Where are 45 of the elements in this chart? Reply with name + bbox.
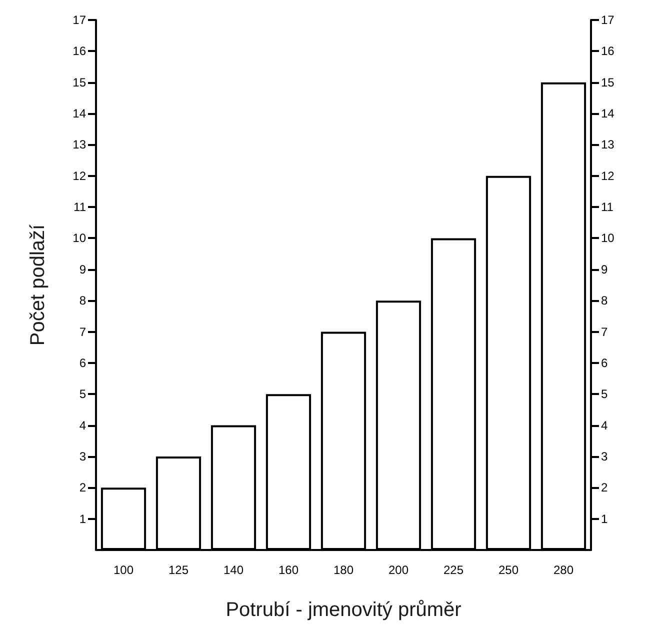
y2-tick-label: 12 [601, 168, 615, 183]
y2-tick-label: 4 [601, 418, 608, 432]
y-tick-label: 3 [79, 449, 86, 464]
y2-tick-label: 17 [601, 13, 615, 27]
x-axis-title: Potrubí - jmenovitý průměr [226, 599, 462, 621]
y2-tick-label: 11 [601, 200, 614, 214]
y2-tick-label: 2 [601, 480, 608, 495]
y2-tick-label: 1 [601, 512, 608, 526]
x-tick-label: 225 [443, 563, 464, 577]
y-tick-label: 12 [72, 168, 86, 183]
x-tick-label: 125 [168, 563, 189, 577]
x-tick-label: 250 [498, 563, 519, 577]
y2-tick-label: 10 [601, 231, 615, 246]
y2-tick-label: 9 [601, 262, 608, 276]
y2-tick-label: 14 [601, 106, 615, 121]
y-axis-title: Počet podlaží [27, 224, 49, 346]
y2-tick-label: 8 [601, 294, 608, 308]
y-tick-label: 5 [79, 387, 86, 402]
x-tick-label: 140 [223, 563, 244, 577]
y-tick-label: 6 [79, 356, 86, 370]
x-tick-label: 200 [388, 563, 409, 577]
x-tick-label: 280 [553, 563, 574, 577]
y-tick-label: 17 [72, 13, 86, 27]
y2-tick-label: 7 [601, 324, 608, 339]
y-tick-label: 1 [79, 512, 86, 526]
y-tick-label: 11 [74, 200, 86, 214]
x-tick-label: 160 [278, 563, 299, 577]
y-tick-label: 16 [72, 44, 86, 58]
y-tick-label: 13 [72, 138, 86, 152]
y-tick-label: 15 [72, 75, 86, 90]
y2-tick-label: 6 [601, 356, 608, 370]
y-tick-label: 10 [72, 231, 86, 246]
y-tick-label: 9 [79, 262, 86, 276]
y-tick-label: 4 [79, 418, 86, 432]
y2-tick-label: 5 [601, 387, 608, 402]
y-tick-label: 7 [79, 324, 86, 339]
x-tick-label: 180 [333, 563, 354, 577]
y2-tick-label: 15 [601, 75, 615, 90]
y-tick-label: 14 [72, 106, 86, 121]
y2-tick-label: 16 [601, 44, 615, 58]
y2-tick-label: 3 [601, 449, 608, 464]
y-tick-label: 8 [79, 294, 86, 308]
y2-tick-label: 13 [601, 138, 615, 152]
y-tick-label: 2 [79, 480, 86, 495]
x-tick-label: 100 [113, 563, 134, 577]
